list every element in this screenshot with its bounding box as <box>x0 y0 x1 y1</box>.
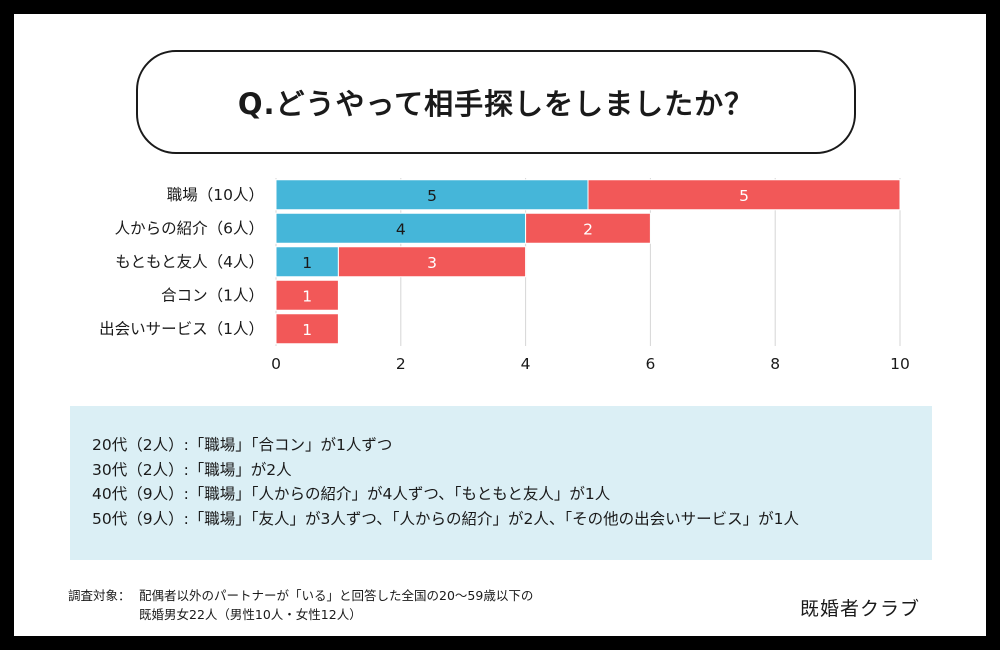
bar-series-blue-2 <box>275 246 339 278</box>
x-tick-label-0: 0 <box>271 355 281 373</box>
category-label-4: 出会いサービス（1人） <box>99 320 264 338</box>
x-tick-label-8: 8 <box>770 355 780 373</box>
note-line-40s: 40代（9人）:「職場」「人からの紹介」が4人ずつ、「もともと友人」が1人 <box>92 485 611 503</box>
data-label-series-red-2: 3 <box>427 254 437 272</box>
brand-name: 既婚者クラブ <box>800 598 921 620</box>
category-label-3: 合コン（1人） <box>161 286 264 304</box>
bars <box>275 179 901 345</box>
x-tick-label-4: 4 <box>521 355 531 373</box>
footnote-label: 調査対象： <box>68 588 131 603</box>
survey-footnote: 調査対象： 配偶者以外のパートナーが「いる」と回答した全国の20〜59歳以下の 既… <box>68 586 533 624</box>
note-line-30s: 30代（2人）:「職場」が2人 <box>92 460 292 479</box>
footnote-line-2: 既婚男女22人（男性10人・女性12人） <box>139 607 362 622</box>
question-title: Q.どうやって相手探しをしましたか？ <box>136 50 856 154</box>
category-label-1: 人からの紹介（6人） <box>115 219 264 237</box>
note-line-50s: 50代（9人）:「職場」「友人」が3人ずつ、「人からの紹介」が2人、「その他の出… <box>92 509 800 528</box>
x-tick-label-10: 10 <box>890 355 910 373</box>
bar-series-red-3 <box>275 279 339 311</box>
footnote-line-1: 配偶者以外のパートナーが「いる」と回答した全国の20〜59歳以下の <box>139 588 534 603</box>
data-label-series-red-1: 2 <box>583 220 593 238</box>
x-tick-label-2: 2 <box>396 355 406 373</box>
infographic-card: Q.どうやって相手探しをしましたか？ 0 2 4 6 8 10 職場（10人） 5 5 人からの紹… <box>14 14 986 636</box>
bar-series-red-2 <box>337 246 527 278</box>
category-label-2: もともと友人（4人） <box>115 253 264 271</box>
bar-series-red-4 <box>275 313 339 345</box>
note-line-20s: 20代（2人）:「職場」「合コン」が1人ずつ <box>92 436 393 454</box>
x-tick-label-6: 6 <box>645 355 655 373</box>
bar-series-red-0 <box>587 179 901 211</box>
data-label-series-red-0: 5 <box>739 187 749 205</box>
data-label-series-red-4: 1 <box>302 321 312 339</box>
labels: 0 2 4 6 8 10 職場（10人） 5 5 人からの紹介（6人） 4 2 もともと友人（4人） 1 3… <box>99 186 910 373</box>
bar-series-blue-1 <box>275 212 527 244</box>
data-label-series-blue-2: 1 <box>302 254 312 272</box>
category-label-0: 職場（10人） <box>167 186 264 204</box>
data-label-series-blue-1: 4 <box>396 220 406 238</box>
data-label-series-blue-0: 5 <box>427 187 437 205</box>
bar-series-red-1 <box>525 212 651 244</box>
age-breakdown-notes: 20代（2人）:「職場」「合コン」が1人ずつ 30代（2人）:「職場」が2人 4… <box>70 406 932 560</box>
data-label-series-red-3: 1 <box>302 287 312 305</box>
stacked-bar-chart: 0 2 4 6 8 10 職場（10人） 5 5 人からの紹介（6人） 4 2 もともと友人（4人） 1 3… <box>99 178 910 373</box>
